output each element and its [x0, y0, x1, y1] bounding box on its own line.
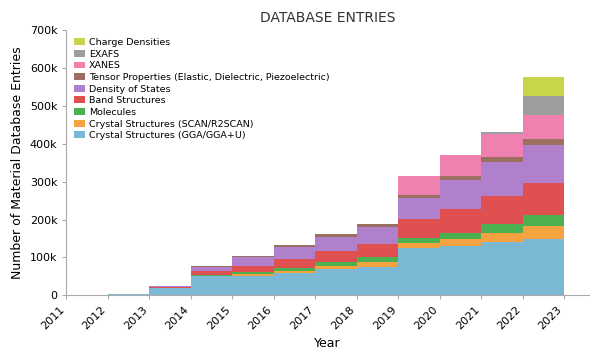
Legend: Charge Densities, EXAFS, XANES, Tensor Properties (Elastic, Dielectric, Piezoele: Charge Densities, EXAFS, XANES, Tensor P…: [71, 35, 332, 143]
Y-axis label: Number of Material Database Entries: Number of Material Database Entries: [11, 47, 24, 279]
Title: DATABASE ENTRIES: DATABASE ENTRIES: [260, 11, 395, 25]
X-axis label: Year: Year: [314, 337, 341, 350]
